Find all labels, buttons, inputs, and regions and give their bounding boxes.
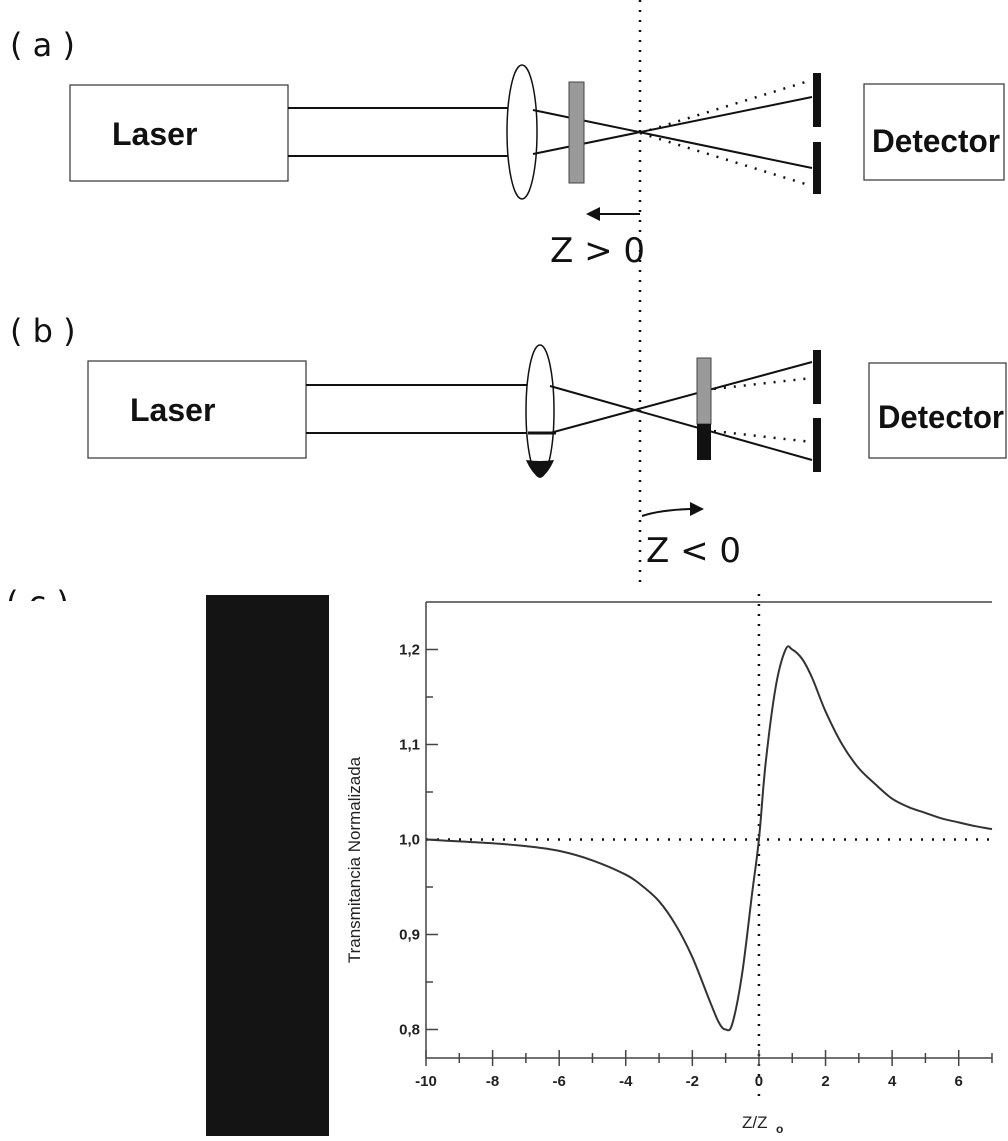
panel-b: ( b ) Laser Detector Z < 0 — [10, 312, 1007, 571]
y-tick-label: 1,0 — [399, 832, 420, 849]
sample-b-top — [696, 357, 712, 425]
panel-a-label: ( a ) — [10, 26, 75, 64]
ray-bottom-b — [549, 361, 813, 434]
x-axis-title-subscript: o — [776, 1122, 783, 1136]
laser-box-b — [87, 360, 307, 459]
tick-labels: 0,8 0,9 1,0 1,1 1,2 -10 -8 -6 -4 -2 0 2 4 6 — [399, 642, 963, 1091]
panel-a: ( a ) Laser Detector Z > 0 — [10, 26, 1005, 271]
x-tick-label: -8 — [486, 1073, 499, 1090]
arrow-right-icon — [690, 502, 704, 516]
x-tick-label: 4 — [888, 1073, 897, 1090]
y-axis-title: Transmitancia Normalizada — [345, 756, 364, 963]
dotted-ray-top-a — [639, 78, 813, 135]
transmittance-chart: 0,8 0,9 1,0 1,1 1,2 -10 -8 -6 -4 -2 0 2 4 6 Transmita… — [345, 594, 993, 1136]
axis-titles: Transmitancia Normalizada Z/Z o — [345, 756, 783, 1136]
z-label-a: Z > 0 — [550, 231, 645, 271]
ray-top-b — [549, 385, 813, 461]
lens-b-dark-base — [526, 460, 554, 478]
dotted-ray-bottom-a — [639, 131, 813, 188]
arrow-left-icon — [586, 207, 600, 221]
dotted-ray-bottom-b — [703, 428, 813, 444]
reference-lines — [426, 594, 992, 1098]
detector-box-a — [863, 83, 1005, 181]
x-tick-label: 2 — [821, 1073, 829, 1090]
detector-box-b — [868, 362, 1007, 459]
x-tick-label: -4 — [619, 1073, 633, 1090]
laser-label-b: Laser — [130, 392, 215, 428]
dotted-ray-top-b — [703, 376, 813, 392]
x-tick-label: -6 — [553, 1073, 566, 1090]
lens-a — [506, 64, 538, 200]
chart-frame — [425, 601, 992, 1059]
axis-ticks — [425, 648, 993, 1066]
panel-b-label: ( b ) — [10, 312, 76, 350]
series-group — [425, 645, 993, 1032]
panel-c: ( c ) 0,8 0,9 1,0 1,1 1,2 -10 -8 -6 -4 -2 0 2 4 6 Tra… — [6, 584, 993, 1136]
y-tick-label: 0,9 — [399, 927, 420, 944]
x-tick-label: -2 — [686, 1073, 699, 1090]
sample-b-bottom — [697, 424, 711, 460]
aperture-top-b — [813, 350, 821, 404]
x-axis-title: Z/Z — [742, 1113, 768, 1132]
y-tick-label: 1,1 — [399, 737, 420, 754]
laser-box-a — [69, 84, 289, 182]
aperture-bottom-a — [813, 142, 821, 194]
detector-label-b: Detector — [878, 399, 1004, 435]
aperture-top-a — [813, 73, 821, 127]
black-bar — [206, 595, 329, 1136]
aperture-bottom-b — [813, 418, 821, 472]
arrow-line-b — [641, 508, 691, 517]
x-tick-label: -10 — [415, 1073, 437, 1090]
series-line — [425, 645, 993, 1032]
x-tick-label: 0 — [755, 1073, 763, 1090]
detector-label-a: Detector — [872, 123, 1000, 159]
laser-label-a: Laser — [112, 116, 197, 152]
lens-b — [525, 344, 555, 478]
x-tick-label: 6 — [955, 1073, 963, 1090]
z-label-b: Z < 0 — [646, 531, 741, 571]
sample-a — [568, 81, 585, 184]
panel-c-label: ( c ) — [6, 584, 69, 622]
y-tick-label: 0,8 — [399, 1022, 420, 1039]
y-tick-label: 1,2 — [399, 642, 420, 659]
